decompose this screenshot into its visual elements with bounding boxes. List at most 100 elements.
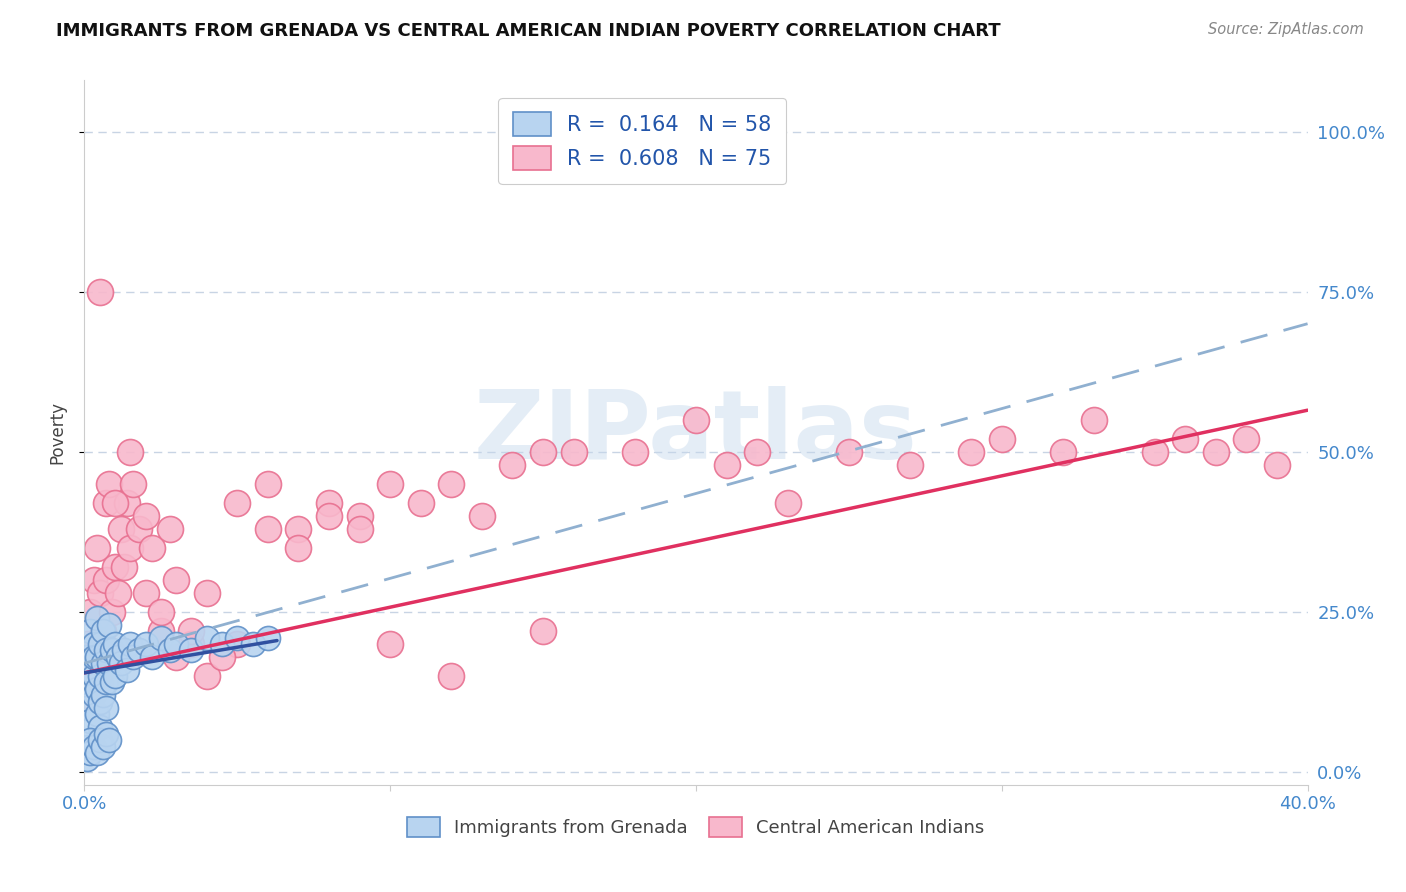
Point [128, 643, 150, 657]
Point [1236, 432, 1258, 446]
Point [1205, 445, 1227, 459]
Point [79, 669, 101, 683]
Point [97, 657, 120, 671]
Point [120, 541, 142, 555]
Point [83, 637, 105, 651]
Point [380, 476, 402, 491]
Point [94, 643, 117, 657]
Point [86, 541, 108, 555]
Point [86, 707, 108, 722]
Point [83, 669, 105, 683]
Point [76, 688, 98, 702]
Point [349, 522, 371, 536]
Point [141, 649, 163, 664]
Point [159, 522, 181, 536]
Point [94, 573, 117, 587]
Point [89, 720, 111, 734]
Point [165, 649, 187, 664]
Point [79, 663, 101, 677]
Point [110, 657, 132, 671]
Point [180, 624, 202, 639]
Point [531, 624, 554, 639]
Point [86, 681, 108, 696]
Point [115, 496, 138, 510]
Point [120, 445, 142, 459]
Point [1265, 458, 1288, 472]
Point [83, 573, 105, 587]
Point [79, 605, 101, 619]
Point [685, 413, 707, 427]
Point [180, 637, 202, 651]
Point [122, 649, 145, 664]
Point [91, 657, 114, 671]
Point [1052, 445, 1074, 459]
Point [991, 432, 1014, 446]
Point [91, 624, 114, 639]
Point [562, 445, 585, 459]
Point [1083, 413, 1105, 427]
Point [149, 631, 172, 645]
Point [104, 637, 127, 651]
Point [104, 669, 127, 683]
Y-axis label: Poverty: Poverty [48, 401, 66, 464]
Point [94, 675, 117, 690]
Point [89, 695, 111, 709]
Text: Source: ZipAtlas.com: Source: ZipAtlas.com [1208, 22, 1364, 37]
Point [409, 496, 432, 510]
Point [91, 739, 114, 754]
Point [76, 675, 98, 690]
Point [287, 541, 309, 555]
Point [838, 445, 860, 459]
Point [104, 496, 127, 510]
Point [440, 669, 463, 683]
Point [79, 746, 101, 760]
Point [165, 573, 187, 587]
Point [79, 733, 101, 747]
Point [97, 733, 120, 747]
Point [86, 649, 108, 664]
Point [1174, 432, 1197, 446]
Point [242, 637, 264, 651]
Point [91, 688, 114, 702]
Point [531, 445, 554, 459]
Point [104, 560, 127, 574]
Point [107, 649, 129, 664]
Point [110, 522, 132, 536]
Point [94, 701, 117, 715]
Point [89, 586, 111, 600]
Point [141, 541, 163, 555]
Point [195, 586, 218, 600]
Point [101, 643, 124, 657]
Point [776, 496, 799, 510]
Point [257, 476, 280, 491]
Point [318, 496, 340, 510]
Point [89, 675, 111, 690]
Point [112, 560, 135, 574]
Point [226, 496, 249, 510]
Point [960, 445, 983, 459]
Point [83, 649, 105, 664]
Point [79, 714, 101, 728]
Point [211, 637, 233, 651]
Point [257, 631, 280, 645]
Point [76, 739, 98, 754]
Point [211, 649, 233, 664]
Point [440, 476, 463, 491]
Point [76, 752, 98, 766]
Point [107, 586, 129, 600]
Point [165, 637, 187, 651]
Text: ZIPatlas: ZIPatlas [474, 386, 918, 479]
Point [747, 445, 769, 459]
Point [257, 522, 280, 536]
Point [349, 508, 371, 523]
Point [287, 522, 309, 536]
Point [135, 586, 157, 600]
Point [624, 445, 647, 459]
Point [83, 649, 105, 664]
Point [120, 637, 142, 651]
Point [86, 746, 108, 760]
Point [89, 285, 111, 299]
Point [76, 701, 98, 715]
Point [149, 605, 172, 619]
Text: IMMIGRANTS FROM GRENADA VS CENTRAL AMERICAN INDIAN POVERTY CORRELATION CHART: IMMIGRANTS FROM GRENADA VS CENTRAL AMERI… [56, 22, 1001, 40]
